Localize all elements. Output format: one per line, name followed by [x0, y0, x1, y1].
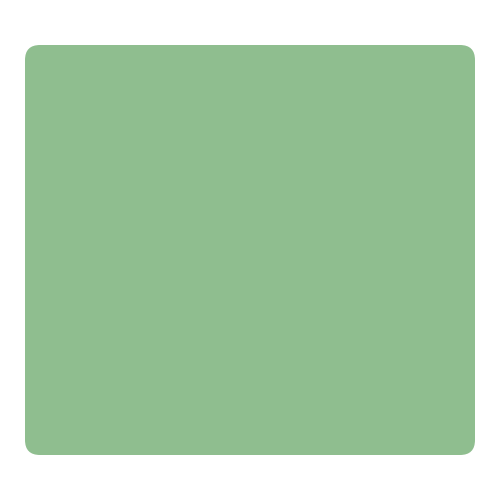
Text: (Glu): (Glu) [382, 314, 404, 323]
Text: H: H [362, 240, 368, 250]
Text: H: H [192, 188, 198, 198]
Text: N: N [359, 226, 367, 236]
Text: CH: CH [386, 226, 401, 236]
Text: C: C [332, 226, 340, 236]
Text: H: H [172, 252, 180, 260]
Text: C: C [388, 290, 395, 300]
Text: N: N [244, 222, 252, 232]
Text: 10-Formyl THF: 10-Formyl THF [184, 78, 316, 96]
Text: H₂N: H₂N [68, 234, 88, 243]
Text: O: O [332, 203, 340, 213]
Text: COO: COO [380, 200, 403, 209]
Text: ⁻: ⁻ [405, 194, 410, 204]
Text: N: N [175, 186, 183, 196]
Text: O: O [415, 290, 424, 300]
Text: OH: OH [114, 174, 130, 184]
Text: N: N [162, 247, 170, 257]
Text: CH₂: CH₂ [384, 247, 403, 257]
Text: N: N [85, 224, 93, 234]
Text: H: H [140, 188, 147, 197]
Text: N: N [85, 198, 93, 207]
Text: CH₂: CH₂ [206, 222, 225, 232]
Text: HC: HC [238, 195, 254, 205]
Text: CH₂: CH₂ [384, 268, 403, 278]
